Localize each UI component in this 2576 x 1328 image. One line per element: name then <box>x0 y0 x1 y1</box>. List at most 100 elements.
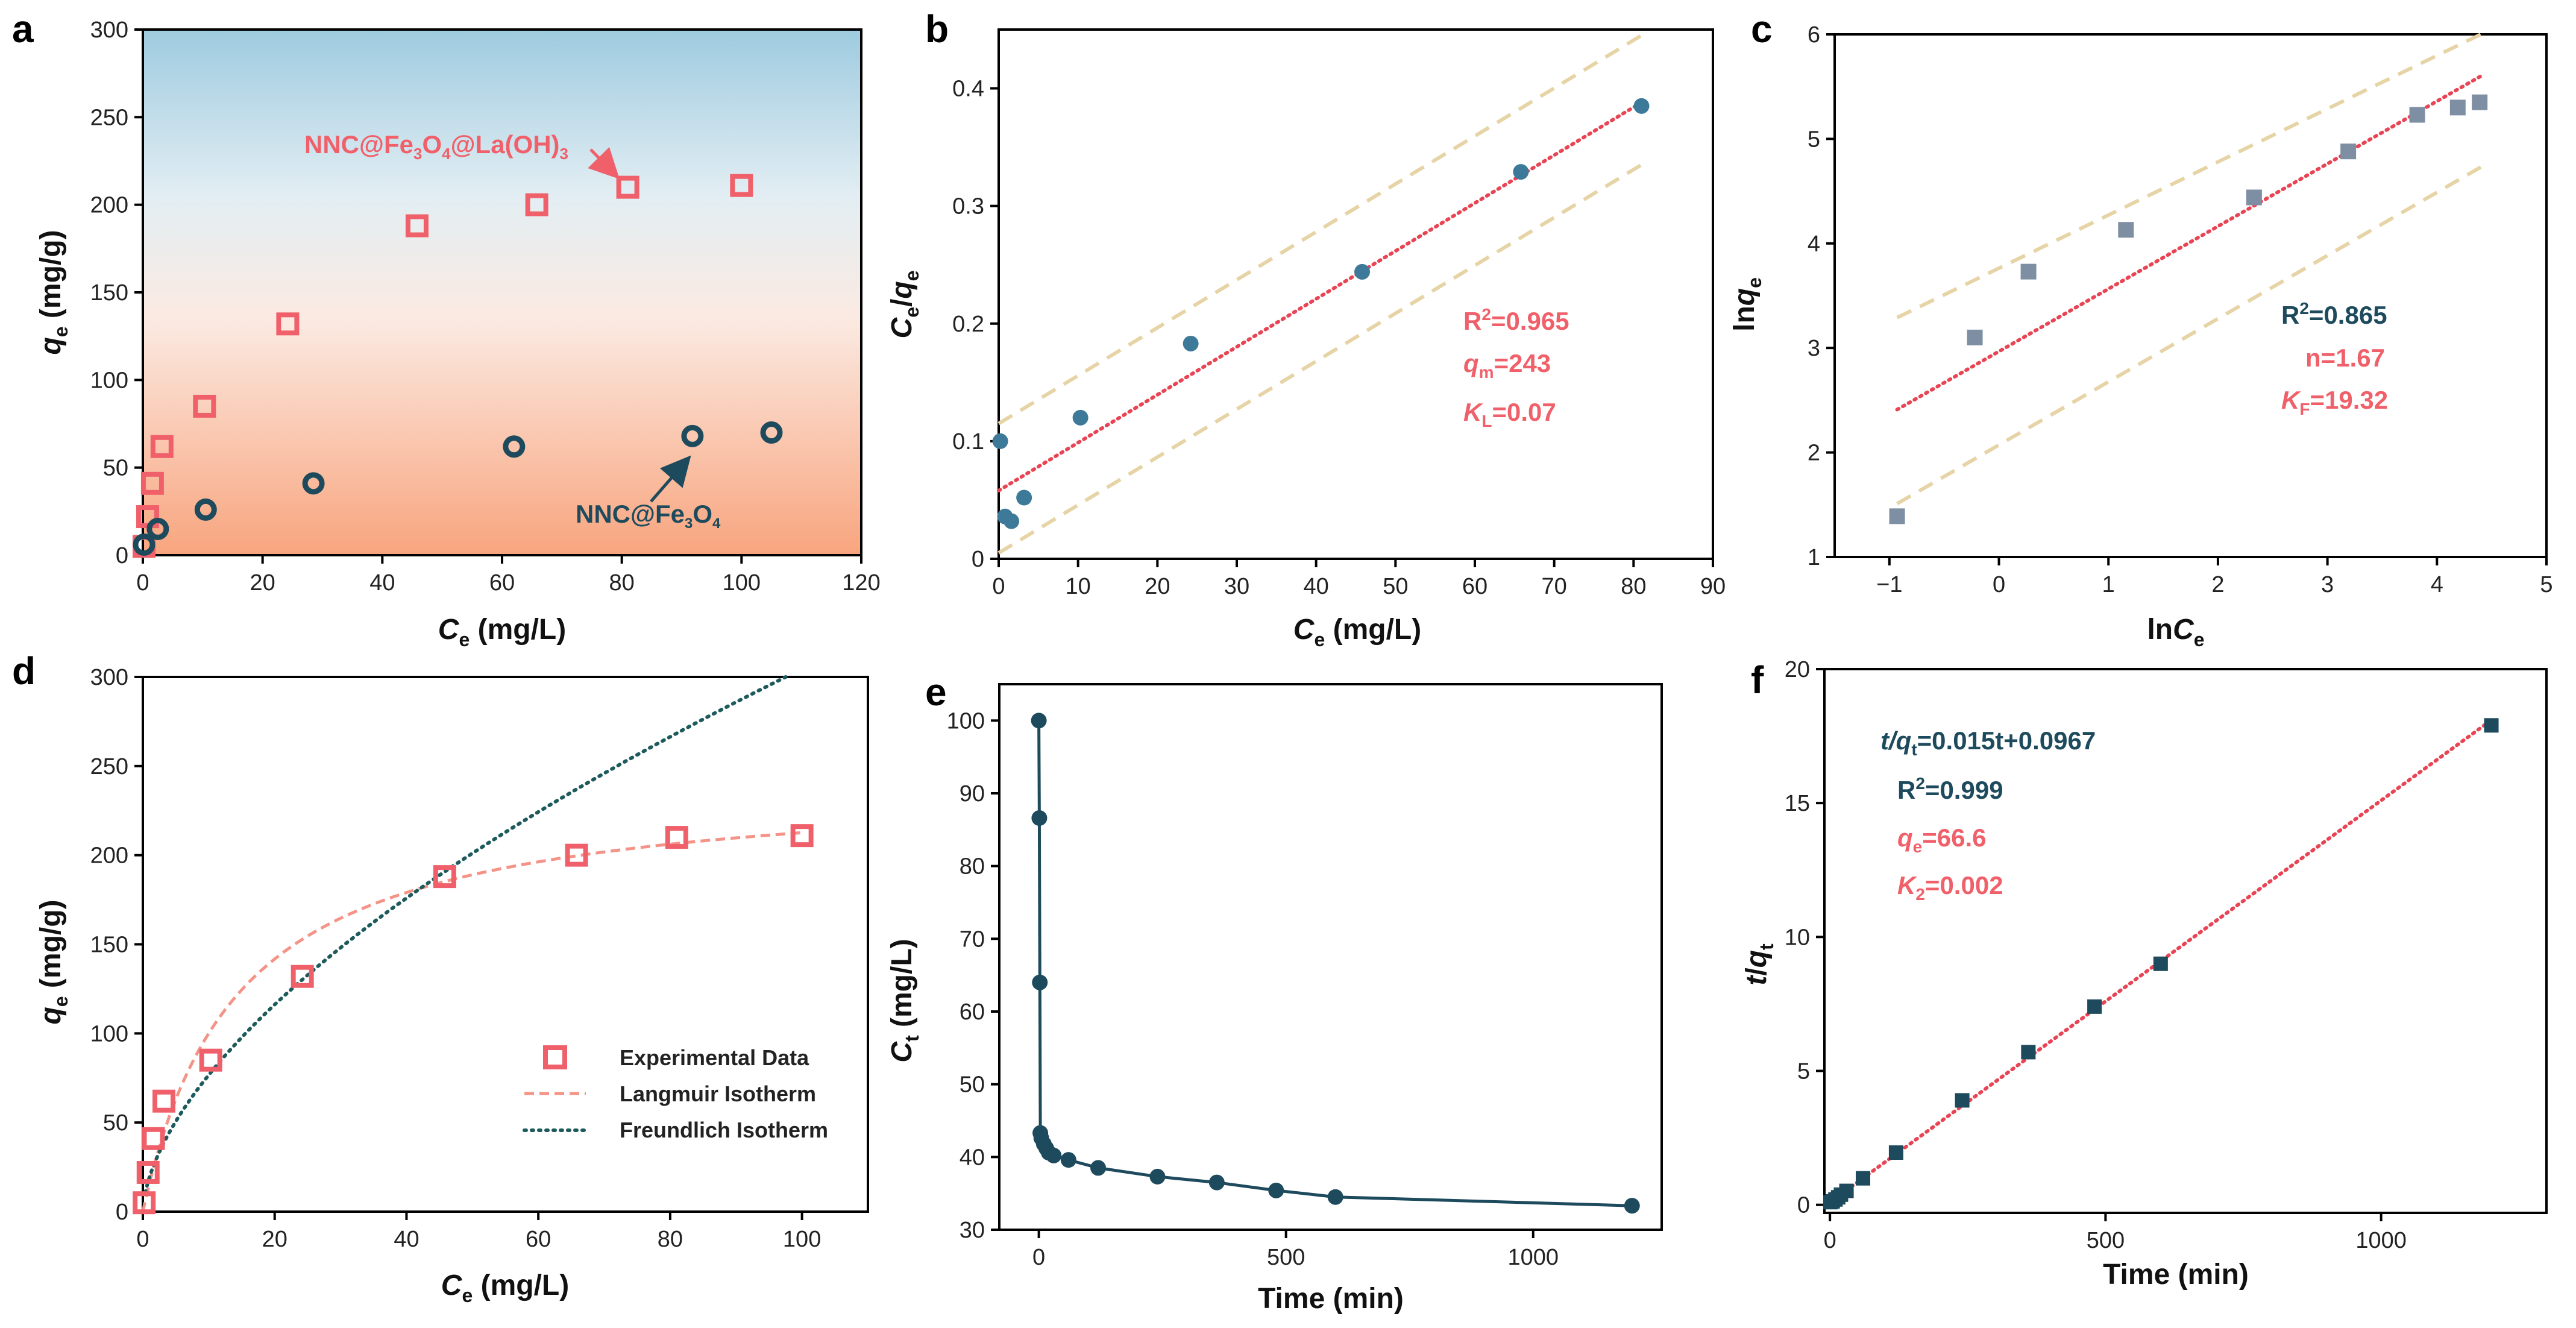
panel-d: d 0 20 40 60 80 100 0 50 100 150 200 250 300 Ce (mg/… <box>12 649 869 1306</box>
freundlich-linear-point <box>2118 222 2134 238</box>
x-tick-label: 4 <box>2431 572 2443 597</box>
panel-f: f 0 500 1000 0 5 10 15 20 Time (min) t/qt t/qt=… <box>1741 657 2548 1291</box>
y-tick-label: 40 <box>960 1145 985 1170</box>
x-tick-label: 60 <box>489 570 515 596</box>
fe-data-point <box>681 424 704 447</box>
y-tick-label: 5 <box>1808 127 1820 152</box>
x-tick-label: 0 <box>136 570 149 596</box>
langmuir-linear-point <box>1004 513 1020 529</box>
experimental-data-point <box>133 1191 156 1215</box>
y-tick-label: 15 <box>1785 791 1810 816</box>
x-tick-label: 2 <box>2211 572 2224 597</box>
panel-letter-a: a <box>12 7 34 51</box>
panel-b-frame <box>997 28 1714 560</box>
kinetic-line <box>1037 720 1632 1207</box>
y-tick-label: 90 <box>960 781 985 807</box>
y-tick-label: 1 <box>1808 545 1820 570</box>
panel-a-x-axis-title: Ce (mg/L) <box>438 614 566 650</box>
y-tick-label: 100 <box>90 1021 128 1046</box>
panel-c-frame <box>1833 33 2548 558</box>
pso-data-point <box>2087 999 2102 1014</box>
pso-data-point <box>2021 1045 2036 1060</box>
x-tick-label: 0 <box>136 1227 149 1252</box>
x-tick-label: 100 <box>783 1227 821 1252</box>
la-data-point <box>150 435 174 458</box>
y-tick-label: 150 <box>90 280 128 306</box>
kinetic-data-point <box>1208 1174 1225 1191</box>
x-tick-label: 1 <box>2102 572 2115 597</box>
panel-e-y-axis-title: Ct (mg/L) <box>886 939 923 1062</box>
fe-data-point <box>146 517 169 540</box>
experimental-data-point <box>291 965 314 988</box>
panel-letter-b: b <box>925 7 949 51</box>
pso-data-point <box>1839 1183 1854 1198</box>
x-tick-label: 20 <box>250 570 275 596</box>
x-tick-label: 90 <box>1700 574 1726 599</box>
y-tick-label: 6 <box>1808 22 1820 48</box>
y-tick-label: 300 <box>90 665 128 690</box>
panel-e: e 0 500 1000 30 40 50 60 70 80 90 100 Time (min) C… <box>886 670 1663 1315</box>
experimental-data-point <box>136 1160 160 1184</box>
kinetic-data-point <box>1624 1198 1640 1214</box>
x-tick-label: 0 <box>992 574 1005 599</box>
panel-b-stats: R2=0.965 qm=243 KL=0.07 <box>1463 305 1569 430</box>
langmuir-linear-point <box>992 433 1008 449</box>
experimental-data-point <box>152 1089 175 1113</box>
pso-data-point <box>2484 718 2499 733</box>
panel-a: a 0 20 40 60 80 100 120 0 50 100 150 200 250 300 Ce (… <box>12 7 881 650</box>
langmuir-linear-point <box>1072 409 1089 426</box>
langmuir-linear-point <box>1513 164 1529 180</box>
legend-label-experimental: Experimental Data <box>620 1045 809 1070</box>
panel-a-gradient-background <box>143 30 861 555</box>
la-data-point <box>405 214 429 238</box>
x-tick-label: 0 <box>1032 1245 1045 1270</box>
freundlich-linear-point <box>2340 143 2357 160</box>
stat-c-n: n=1.67 <box>2305 344 2385 372</box>
fe-data-point <box>503 435 526 458</box>
kinetic-data-point <box>1268 1182 1284 1198</box>
stat-b-r2: R2=0.965 <box>1463 305 1569 335</box>
x-tick-label: 0 <box>1824 1228 1836 1253</box>
x-tick-label: 40 <box>1304 574 1329 599</box>
experimental-data-point <box>199 1048 222 1072</box>
fe-data-point <box>760 421 783 444</box>
x-tick-label: 20 <box>262 1227 287 1252</box>
annotation-label-fe: NNC@Fe3O4 <box>576 500 721 532</box>
y-tick-label: 0 <box>116 1200 128 1225</box>
fe-data-point <box>194 498 217 521</box>
x-tick-label: 10 <box>1066 574 1091 599</box>
y-tick-label: 0.3 <box>952 194 984 219</box>
y-tick-label: 0.1 <box>952 429 984 455</box>
panel-letter-e: e <box>925 670 947 714</box>
kinetic-data-point <box>1031 810 1048 826</box>
y-tick-label: 80 <box>960 854 985 880</box>
x-tick-label: 0 <box>1993 572 2005 597</box>
panel-b-y-axis-title: Ce/qe <box>886 271 923 339</box>
x-tick-label: 1000 <box>2355 1228 2407 1253</box>
legend-label-freundlich: Freundlich Isotherm <box>620 1118 828 1142</box>
freundlich-curve <box>143 675 788 1195</box>
y-tick-label: 50 <box>960 1072 985 1098</box>
freundlich-linear-point <box>2449 99 2466 116</box>
y-tick-label: 100 <box>947 708 985 734</box>
langmuir-curve <box>141 831 802 1212</box>
x-tick-label: 60 <box>1462 574 1487 599</box>
panel-f-frame <box>1823 668 2548 1214</box>
fe-data-point <box>133 533 156 556</box>
la-data-point <box>616 175 639 199</box>
y-tick-label: 0.2 <box>952 312 984 337</box>
panel-c-x-axis-title: lnCe <box>2147 614 2204 650</box>
panel-f-y-axis-title: t/qt <box>1741 943 1777 986</box>
kinetic-data-point <box>1032 974 1048 990</box>
y-tick-label: 200 <box>90 193 128 218</box>
panel-d-legend: Experimental Data Langmuir Isotherm Freu… <box>523 1045 828 1142</box>
x-tick-label: 3 <box>2321 572 2334 597</box>
y-tick-label: 0 <box>972 547 984 572</box>
fit-line <box>1895 74 2483 412</box>
panel-letter-f: f <box>1751 658 1764 702</box>
panel-f-x-axis-title: Time (min) <box>2103 1259 2249 1291</box>
y-tick-label: 0 <box>1797 1193 1810 1218</box>
kinetic-data-point <box>1090 1160 1107 1176</box>
x-tick-label: 60 <box>526 1227 551 1252</box>
